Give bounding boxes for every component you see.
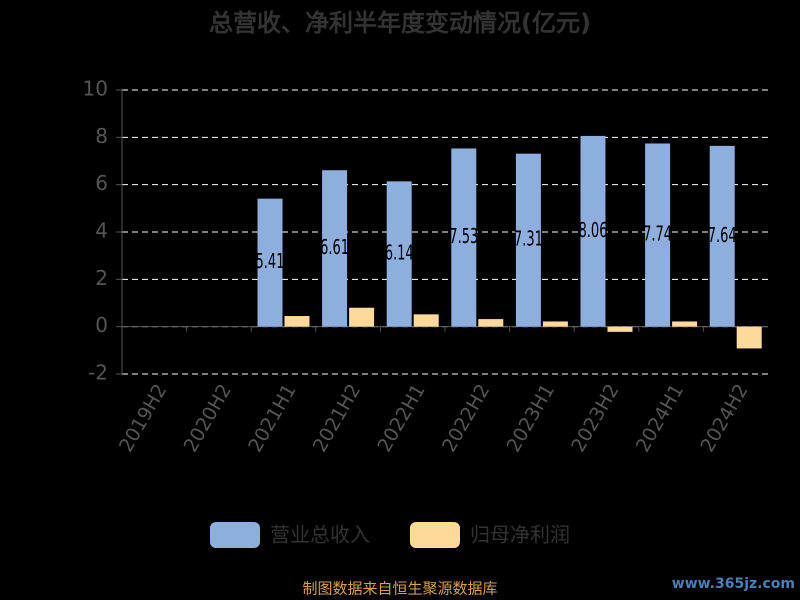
x-tick-label: 2021H2 bbox=[309, 380, 365, 456]
legend-label: 营业总收入 bbox=[270, 523, 370, 547]
legend-swatch bbox=[210, 522, 260, 548]
bar bbox=[413, 314, 439, 327]
bar bbox=[257, 198, 283, 327]
bar bbox=[672, 321, 698, 327]
legend-label: 归母净利润 bbox=[470, 523, 570, 547]
y-tick-label: 6 bbox=[95, 171, 108, 195]
bar bbox=[322, 170, 348, 327]
x-tick-label: 2023H1 bbox=[503, 380, 559, 456]
bar bbox=[645, 143, 671, 327]
bar bbox=[515, 153, 541, 327]
data-label: 7.74 bbox=[643, 222, 672, 246]
data-label: 8.06 bbox=[579, 218, 608, 242]
watermark: www.365jz.com bbox=[672, 576, 795, 592]
y-tick-label: 0 bbox=[95, 313, 108, 337]
bar bbox=[386, 181, 412, 327]
y-tick-label: 8 bbox=[95, 124, 108, 148]
x-tick-label: 2022H1 bbox=[373, 380, 429, 456]
data-label: 7.53 bbox=[449, 224, 478, 248]
x-tick-label: 2024H2 bbox=[696, 380, 752, 456]
bar bbox=[349, 307, 375, 327]
x-tick-label: 2023H2 bbox=[567, 380, 623, 456]
x-tick-label: 2022H2 bbox=[438, 380, 494, 456]
y-tick-label: -2 bbox=[88, 361, 108, 385]
bar bbox=[709, 145, 735, 327]
data-label: 7.64 bbox=[708, 223, 737, 247]
y-tick-label: 10 bbox=[83, 77, 108, 101]
bar bbox=[451, 148, 477, 327]
x-tick-label: 2020H2 bbox=[180, 380, 236, 456]
bar bbox=[580, 135, 606, 327]
data-label: 6.14 bbox=[385, 241, 414, 265]
bar bbox=[736, 326, 762, 349]
y-tick-label: 2 bbox=[95, 266, 108, 290]
data-label: 7.31 bbox=[514, 227, 543, 251]
source-note: 制图数据来自恒生聚源数据库 bbox=[302, 580, 497, 598]
y-tick-label: 4 bbox=[95, 219, 108, 243]
bar bbox=[542, 321, 568, 327]
legend-swatch bbox=[410, 522, 460, 548]
x-tick-label: 2021H1 bbox=[244, 380, 300, 456]
bar bbox=[284, 316, 310, 327]
chart-title: 总营收、净利半年度变动情况(亿元) bbox=[209, 9, 591, 37]
bar bbox=[607, 326, 633, 332]
data-label: 6.61 bbox=[320, 235, 349, 259]
bar bbox=[478, 319, 504, 327]
x-tick-label: 2024H1 bbox=[632, 380, 688, 456]
x-tick-label: 2019H2 bbox=[115, 380, 171, 456]
data-label: 5.41 bbox=[256, 249, 285, 273]
